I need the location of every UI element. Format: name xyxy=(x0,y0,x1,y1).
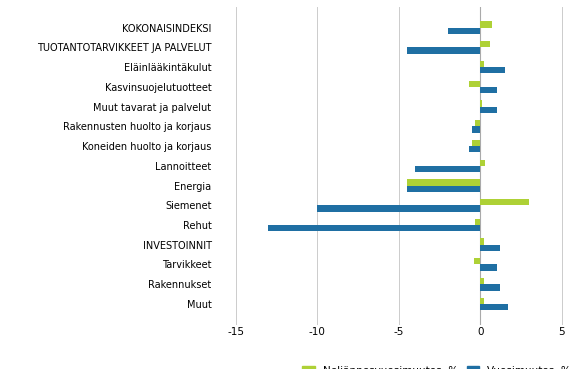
Bar xyxy=(469,80,480,87)
Bar xyxy=(480,100,482,107)
Bar xyxy=(480,107,497,113)
Bar xyxy=(480,304,508,310)
Bar xyxy=(475,120,480,126)
Bar xyxy=(474,258,480,265)
Bar xyxy=(317,205,480,211)
Bar xyxy=(480,238,484,245)
Bar xyxy=(480,67,505,73)
Bar xyxy=(480,199,529,205)
Bar xyxy=(415,166,480,172)
Bar xyxy=(469,146,480,152)
Bar xyxy=(448,28,480,34)
Bar xyxy=(480,159,485,166)
Legend: Neljännesvuosimuutos, %, Vuosimuutos, %: Neljännesvuosimuutos, %, Vuosimuutos, % xyxy=(298,362,575,369)
Bar xyxy=(268,225,480,231)
Bar xyxy=(475,219,480,225)
Bar xyxy=(480,245,500,251)
Bar xyxy=(480,265,497,271)
Bar xyxy=(407,48,480,54)
Bar xyxy=(407,186,480,192)
Bar xyxy=(407,179,480,186)
Bar xyxy=(480,284,500,290)
Bar xyxy=(480,41,490,48)
Bar xyxy=(480,21,492,28)
Bar xyxy=(480,87,497,93)
Bar xyxy=(472,140,480,146)
Bar xyxy=(480,278,484,284)
Bar xyxy=(472,126,480,133)
Bar xyxy=(480,61,484,67)
Bar xyxy=(480,298,484,304)
